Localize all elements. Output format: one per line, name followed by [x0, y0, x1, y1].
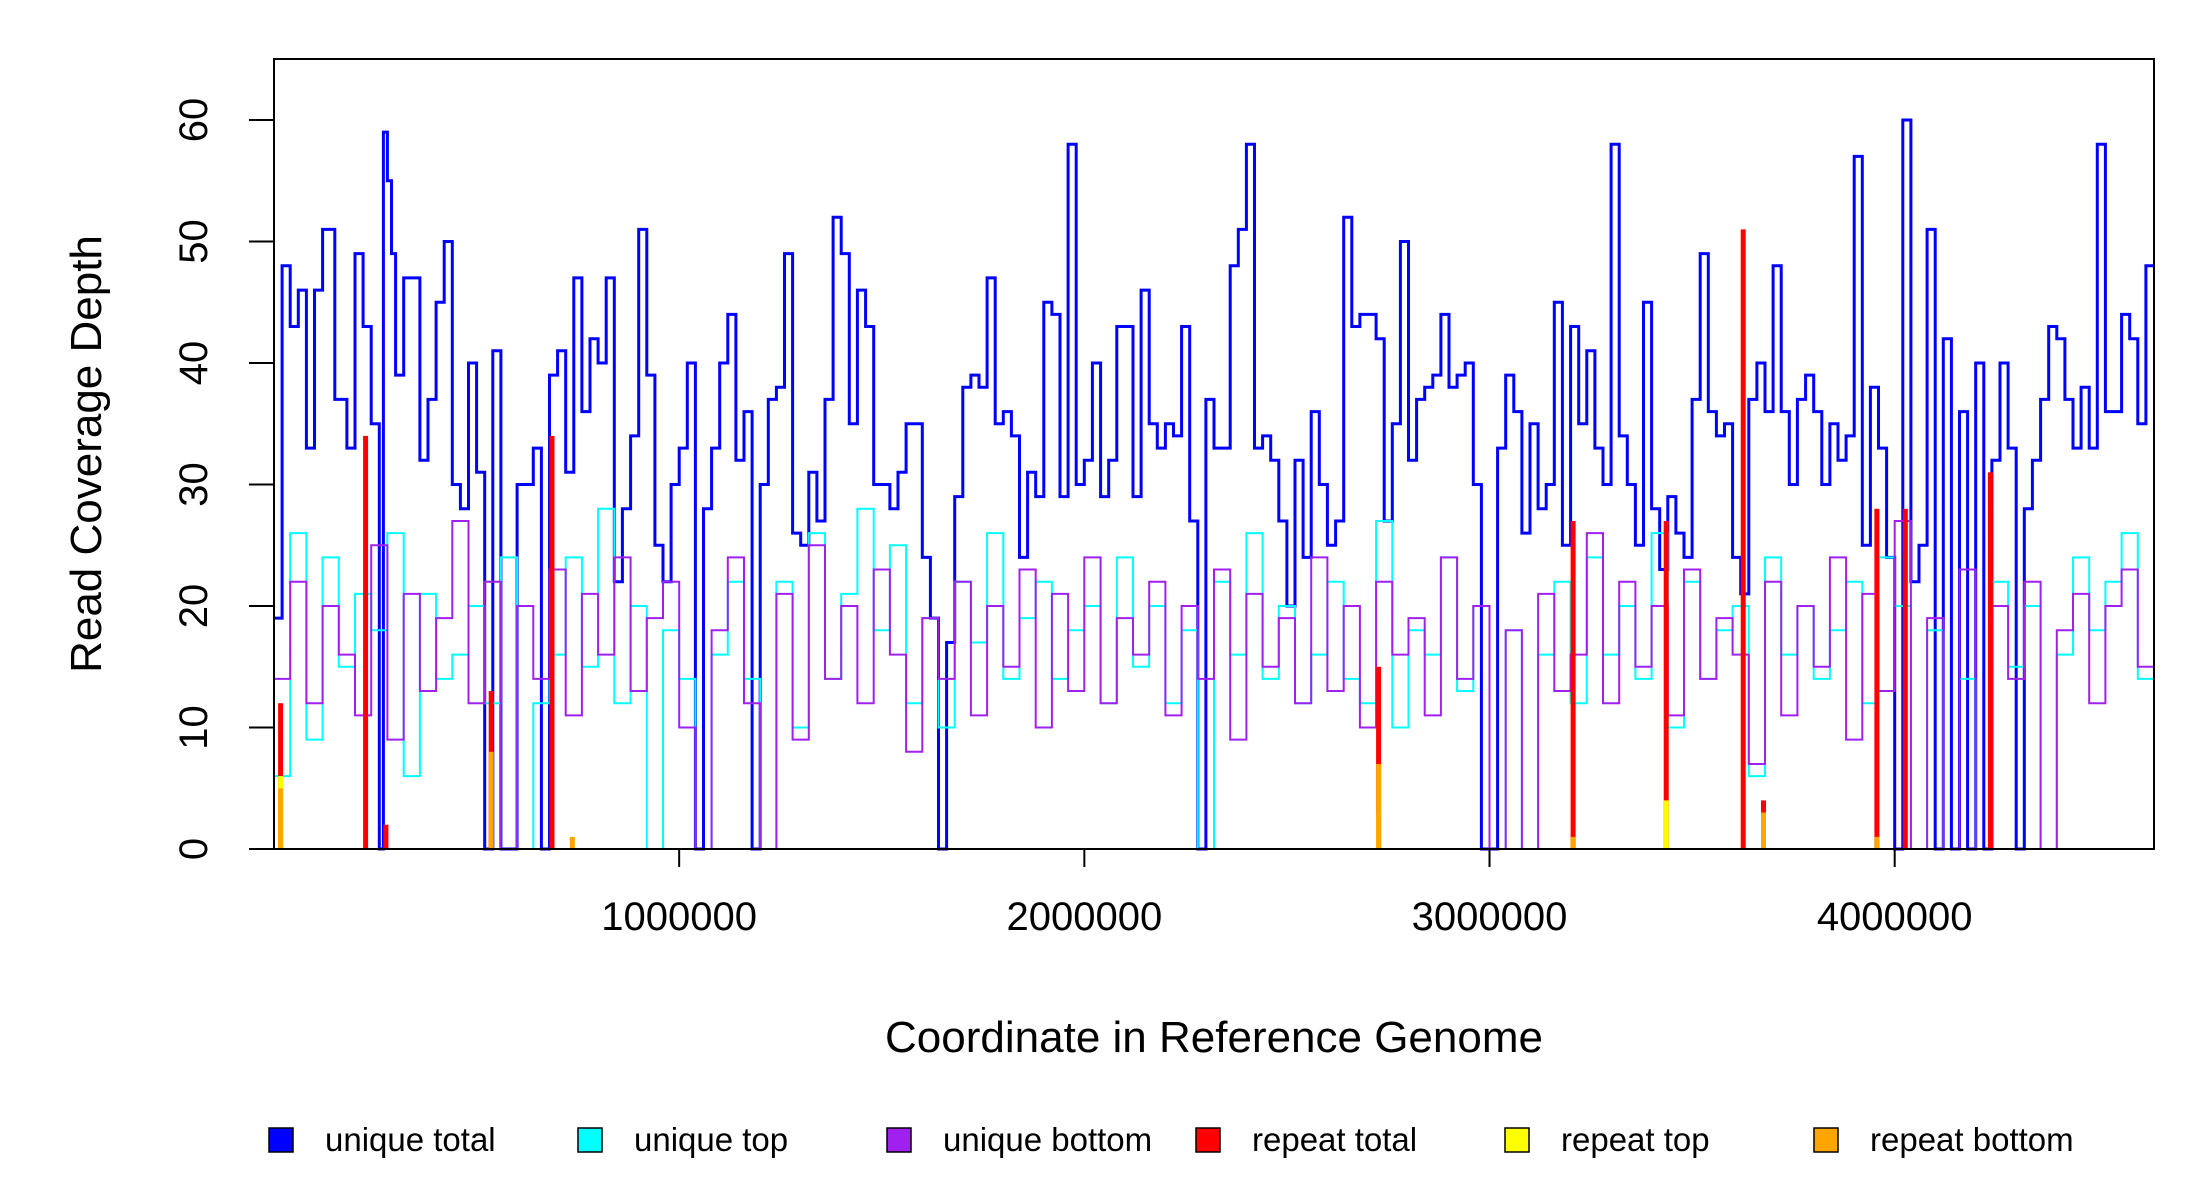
- series-spike-repeat-bottom: [488, 751, 494, 849]
- series-spike-repeat-total: [1570, 521, 1576, 849]
- legend-item-unique-bottom: unique bottom: [886, 1121, 1152, 1158]
- legend-label-unique-top: unique top: [634, 1121, 788, 1158]
- x-axis-title: Coordinate in Reference Genome: [885, 1013, 1543, 1062]
- legend-item-unique-total: unique total: [268, 1121, 496, 1158]
- legend-item-repeat-bottom: repeat bottom: [1813, 1121, 2074, 1158]
- legend-swatch-unique-top: [577, 1127, 603, 1153]
- series-spike-repeat-total: [383, 824, 389, 849]
- x-tick-label: 3000000: [1412, 895, 1568, 939]
- y-axis-title: Read Coverage Depth: [62, 235, 111, 673]
- y-tick-label: 10: [172, 705, 216, 750]
- y-tick-label: 50: [172, 219, 216, 264]
- legend-item-unique-top: unique top: [577, 1121, 788, 1158]
- series-spike-repeat-total: [1740, 229, 1746, 849]
- y-tick-label: 60: [172, 98, 216, 143]
- series-spike-repeat-total: [363, 435, 369, 849]
- legend-swatch-repeat-total: [1195, 1127, 1221, 1153]
- series-spike-repeat-total: [1874, 508, 1880, 849]
- series-unique-bottom: [274, 520, 2154, 850]
- series-spike-repeat-total: [1376, 666, 1382, 850]
- y-tick-label: 30: [172, 462, 216, 507]
- x-tick-label: 1000000: [601, 895, 757, 939]
- y-tick-label: 0: [172, 838, 216, 860]
- y-tick-label: 40: [172, 341, 216, 386]
- legend-swatch-repeat-top: [1504, 1127, 1530, 1153]
- series-line-unique-bottom: [274, 520, 2154, 850]
- series-line-unique-top: [274, 507, 2154, 850]
- series-spike-repeat-total: [1987, 472, 1993, 849]
- series-line-unique-total: [274, 118, 2154, 851]
- series-layer: [274, 118, 2154, 851]
- series-unique-total: [274, 118, 2154, 851]
- legend-label-repeat-top: repeat top: [1561, 1121, 1710, 1158]
- series-spike-repeat-total: [1902, 508, 1908, 849]
- x-tick-label: 4000000: [1817, 895, 1973, 939]
- legend-label-repeat-total: repeat total: [1252, 1121, 1417, 1158]
- plot-frame: [273, 58, 2155, 850]
- legend-label-repeat-bottom: repeat bottom: [1870, 1121, 2074, 1158]
- series-spike-repeat-bottom: [1376, 764, 1382, 849]
- series-spike-repeat-bottom: [1761, 812, 1766, 849]
- series-unique-top: [274, 507, 2154, 850]
- legend-swatch-repeat-bottom: [1813, 1127, 1839, 1153]
- legend-item-repeat-top: repeat top: [1504, 1121, 1710, 1158]
- legend-label-unique-bottom: unique bottom: [943, 1121, 1152, 1158]
- series-spike-repeat-bottom: [1874, 836, 1880, 849]
- legend: unique total unique top unique bottom repea…: [268, 1121, 2074, 1158]
- legend-swatch-unique-bottom: [886, 1127, 912, 1153]
- series-spike-repeat-total: [1663, 521, 1669, 849]
- legend-item-repeat-total: repeat total: [1195, 1121, 1417, 1158]
- series-spike-repeat-top: [1663, 800, 1669, 849]
- x-tick-label: 2000000: [1006, 895, 1162, 939]
- series-spike-repeat-bottom: [278, 788, 284, 850]
- x-axis: 1000000 2000000 3000000 4000000: [601, 849, 1973, 939]
- y-axis: 0 10 20 30 40 50 60: [172, 98, 274, 860]
- legend-label-unique-total: unique total: [325, 1121, 496, 1158]
- series-spike-repeat-bottom: [569, 836, 575, 849]
- series-spike-repeat-bottom: [1570, 836, 1576, 849]
- legend-swatch-unique-total: [268, 1127, 294, 1153]
- series-spike-repeat-total: [549, 435, 555, 849]
- y-tick-label: 20: [172, 584, 216, 629]
